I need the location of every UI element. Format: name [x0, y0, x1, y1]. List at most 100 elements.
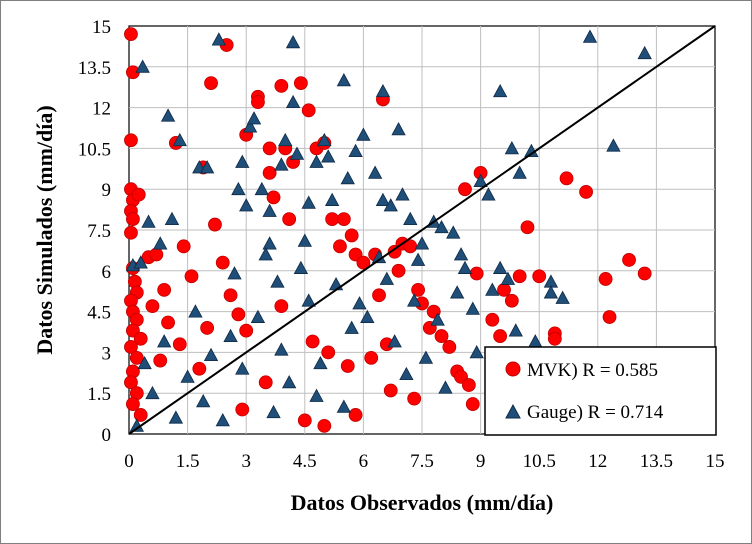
- data-point-gauge: [223, 328, 238, 342]
- legend-label-gauge: Gauge) R = 0.714: [527, 402, 664, 423]
- data-point-gauge: [282, 374, 297, 389]
- data-point-mvk: [266, 190, 281, 205]
- data-point-gauge: [156, 334, 172, 348]
- data-point-mvk: [200, 321, 215, 335]
- data-point-mvk: [293, 76, 308, 91]
- y-tick-label: 10.5: [78, 139, 111, 160]
- data-point-mvk: [493, 329, 508, 343]
- y-tick-label: 4.5: [87, 303, 111, 324]
- data-point-mvk: [131, 187, 146, 202]
- data-point-gauge: [285, 94, 301, 109]
- data-point-mvk: [305, 334, 320, 349]
- data-point-mvk: [344, 228, 359, 243]
- data-point-gauge: [258, 247, 273, 261]
- data-point-gauge: [309, 154, 324, 168]
- data-point-gauge: [289, 146, 305, 160]
- data-point-mvk: [129, 350, 144, 365]
- data-point-mvk: [333, 239, 347, 254]
- data-point-gauge: [481, 187, 496, 201]
- data-point-gauge: [168, 410, 184, 424]
- data-point-mvk: [126, 212, 140, 227]
- data-point-gauge: [324, 192, 340, 206]
- data-point-gauge: [500, 271, 516, 285]
- data-point-gauge: [239, 198, 254, 212]
- data-point-mvk: [208, 217, 222, 232]
- reference-line-group: [128, 25, 716, 435]
- data-point-gauge: [285, 34, 301, 49]
- data-point-gauge: [543, 285, 559, 299]
- data-point-gauge: [356, 127, 371, 141]
- x-tick-labels: 0 1.5 3 4.5 6 7.5 9 10.5 12 13.5 15: [124, 451, 724, 472]
- data-point-mvk: [336, 212, 351, 227]
- data-point-mvk: [547, 331, 562, 346]
- data-point-gauge: [446, 225, 461, 239]
- data-point-mvk: [262, 165, 277, 180]
- data-point-gauge: [235, 361, 250, 375]
- y-tick-label: 1.5: [87, 384, 111, 405]
- data-point-gauge: [278, 132, 293, 147]
- data-point-gauge: [438, 380, 453, 394]
- x-tick-label: 13.5: [640, 451, 673, 472]
- data-point-gauge: [321, 149, 336, 163]
- data-point-gauge: [145, 385, 160, 400]
- data-point-gauge: [399, 366, 414, 381]
- data-point-gauge: [293, 260, 309, 274]
- data-point-mvk: [301, 103, 316, 118]
- y-axis-title: Datos Simulados (mm/día): [32, 105, 57, 354]
- data-point-gauge: [235, 154, 250, 168]
- data-point-gauge: [270, 274, 285, 288]
- data-point-gauge: [274, 157, 289, 171]
- data-point-mvk: [124, 225, 138, 240]
- data-point-mvk: [579, 185, 593, 199]
- x-tick-label: 6: [359, 451, 369, 472]
- data-point-mvk: [126, 397, 140, 411]
- data-point-gauge: [367, 165, 383, 179]
- data-point-gauge: [407, 293, 422, 307]
- legend-marker-gauge-triangle: [505, 403, 521, 419]
- data-point-mvk: [124, 340, 138, 354]
- data-point-mvk: [407, 391, 422, 406]
- legend: MVK) R = 0.585 Gauge) R = 0.714: [484, 346, 717, 436]
- y-tick-label: 15: [92, 17, 111, 38]
- data-point-gauge: [457, 260, 473, 274]
- data-point-gauge: [137, 355, 152, 370]
- y-tick-label: 0: [102, 425, 112, 446]
- data-point-gauge: [555, 290, 570, 304]
- legend-marker-mvk-circle: [505, 361, 521, 377]
- data-point-gauge: [188, 304, 203, 318]
- data-point-mvk: [325, 212, 340, 227]
- data-point-mvk: [348, 408, 363, 422]
- data-point-gauge: [262, 203, 277, 217]
- data-point-mvk: [124, 133, 138, 148]
- data-point-gauge: [301, 195, 316, 209]
- x-tick-label: 4.5: [293, 451, 317, 472]
- x-tick-label: 7.5: [410, 451, 434, 472]
- data-point-gauge: [492, 260, 508, 274]
- data-point-gauge: [254, 181, 269, 196]
- data-point-gauge: [469, 345, 484, 359]
- y-tick-label: 13.5: [78, 58, 111, 79]
- data-point-mvk: [124, 375, 138, 390]
- data-point-gauge: [250, 309, 266, 323]
- data-point-gauge: [160, 108, 176, 122]
- data-point-mvk: [235, 402, 250, 417]
- data-point-mvk: [340, 359, 355, 373]
- data-point-mvk: [223, 288, 238, 303]
- data-point-mvk: [465, 397, 480, 411]
- data-point-gauge: [317, 132, 332, 147]
- data-point-gauge: [418, 350, 434, 364]
- data-point-gauge: [301, 293, 316, 307]
- data-point-gauge: [336, 73, 352, 87]
- data-point-gauge: [348, 143, 363, 158]
- data-point-gauge: [352, 296, 367, 310]
- data-point-mvk: [231, 307, 246, 322]
- data-point-gauge: [313, 355, 328, 370]
- data-point-mvk: [258, 375, 273, 390]
- data-point-mvk: [161, 315, 175, 330]
- data-point-gauge: [211, 32, 227, 46]
- data-point-gauge: [449, 285, 465, 299]
- data-point-mvk: [262, 141, 277, 156]
- y-tick-label: 9: [102, 180, 112, 201]
